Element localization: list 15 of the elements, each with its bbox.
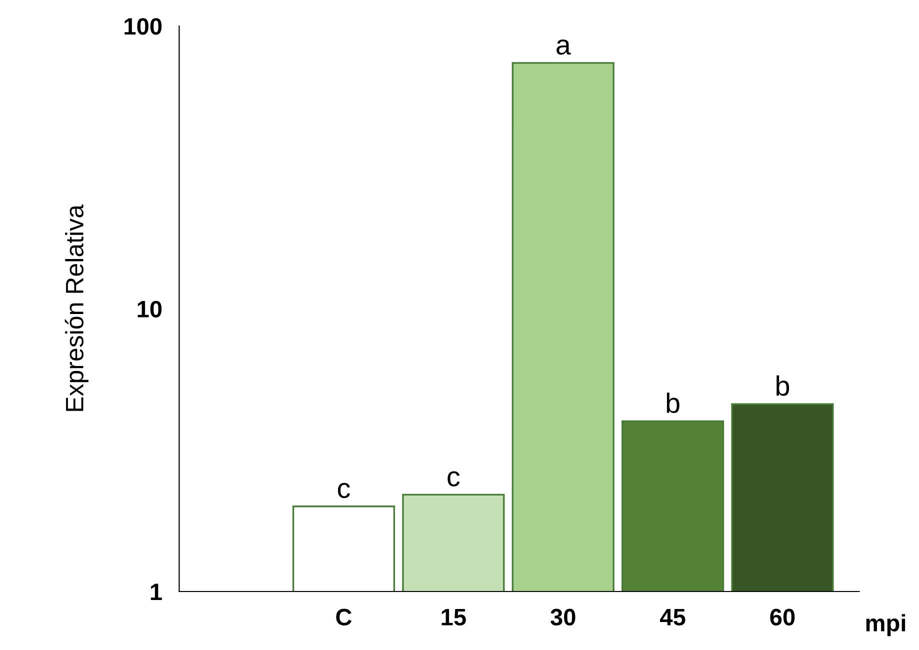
x-tick-label: 60: [770, 608, 795, 626]
y-tick-label: 10: [138, 300, 162, 318]
annotation: b: [776, 375, 790, 396]
annotation: c: [448, 471, 460, 486]
x-tick-label: 15: [442, 609, 466, 626]
x-tick-label: C: [336, 608, 352, 626]
x-axis-title: mpi: [866, 614, 906, 636]
annotation: b: [666, 392, 680, 413]
annotation: c: [338, 482, 350, 498]
y-tick-label: 100: [124, 18, 162, 35]
y-axis-title: Expresión Relativa: [64, 204, 88, 411]
y-tick-label: 1: [150, 584, 162, 600]
annotation: a: [556, 39, 571, 55]
x-tick-label: 45: [660, 609, 686, 626]
x-tick-label: 30: [550, 608, 576, 626]
